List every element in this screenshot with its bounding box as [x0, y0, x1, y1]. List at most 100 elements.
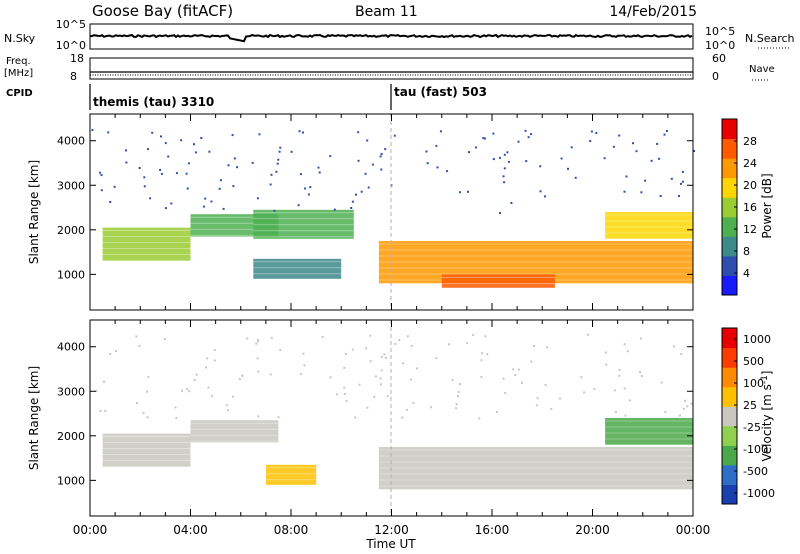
- power-data-marks: [91, 129, 695, 288]
- scatter-speckle: [380, 168, 383, 171]
- scatter-speckle: [302, 131, 304, 134]
- scatter-speckle: [344, 353, 347, 356]
- scatter-speckle: [113, 185, 116, 188]
- nsearch-label: N.Search: [745, 32, 795, 45]
- scatter-speckle: [151, 131, 154, 134]
- scatter-speckle: [175, 172, 178, 175]
- scatter-speckle: [304, 187, 307, 190]
- freq-unit: [MHz]: [4, 68, 33, 79]
- scatter-speckle: [210, 200, 213, 203]
- velocity-panel: 1000 2000 3000 4000: [57, 319, 694, 517]
- colorbar-tick-label: 16: [743, 201, 757, 214]
- scatter-speckle: [138, 167, 141, 169]
- scatter-speckle: [170, 202, 173, 205]
- scatter-speckle: [298, 130, 301, 133]
- scatter-speckle: [430, 406, 433, 409]
- colorbar-tick-label: 1000: [743, 333, 771, 346]
- scatter-speckle: [147, 148, 149, 151]
- scatter-speckle: [539, 190, 542, 193]
- x-tick-label: 16:00: [475, 523, 510, 537]
- nave-tick-high: 60: [712, 52, 726, 65]
- colorbar-tick-label: 28: [743, 135, 757, 148]
- scatter-speckle: [484, 335, 487, 338]
- scatter-speckle: [383, 353, 386, 356]
- scatter-speckle: [664, 410, 667, 413]
- scatter-speckle: [517, 368, 520, 371]
- scatter-speckle: [410, 378, 412, 381]
- colorbar-swatch: [722, 425, 737, 446]
- beam-title: Beam 11: [355, 4, 418, 20]
- nsky-panel: [89, 23, 694, 50]
- colorbar-tick-label: 20: [743, 179, 757, 192]
- scatter-speckle: [680, 182, 682, 185]
- scatter-speckle: [147, 375, 150, 378]
- scatter-speckle: [186, 388, 189, 391]
- scatter-speckle: [143, 185, 146, 188]
- scatter-speckle: [360, 190, 363, 193]
- freq-label: Freq.: [6, 56, 31, 67]
- scatter-speckle: [205, 366, 207, 369]
- scatter-speckle: [255, 342, 258, 345]
- power-x-ticks: [89, 114, 694, 310]
- scatter-speckle: [614, 410, 617, 413]
- power-y-axis-label: Slant Range [km]: [27, 160, 41, 264]
- scatter-speckle: [446, 170, 449, 173]
- scatter-speckle: [307, 193, 310, 196]
- scatter-speckle: [457, 395, 459, 398]
- scatter-speckle: [640, 191, 643, 194]
- scatter-speckle: [357, 159, 360, 162]
- scatter-speckle: [626, 350, 629, 353]
- nsky-trace: [89, 33, 693, 43]
- scatter-speckle: [236, 166, 238, 169]
- scatter-speckle: [202, 205, 205, 208]
- scatter-speckle: [164, 207, 167, 210]
- scatter-speckle: [665, 130, 668, 132]
- scatter-speckle: [384, 148, 387, 151]
- scatter-speckle: [369, 334, 372, 337]
- scatter-speckle: [624, 414, 627, 417]
- scatter-speckle: [354, 416, 357, 419]
- data-band: [605, 418, 693, 445]
- scatter-speckle: [394, 342, 397, 345]
- scatter-speckle: [521, 381, 523, 384]
- data-band: [102, 227, 191, 261]
- scatter-speckle: [681, 180, 684, 183]
- scatter-speckle: [91, 129, 94, 131]
- scatter-speckle: [535, 404, 538, 407]
- scatter-speckle: [100, 174, 103, 177]
- data-band: [605, 212, 693, 239]
- scatter-speckle: [439, 130, 442, 133]
- scatter-speckle: [371, 163, 374, 166]
- scatter-speckle: [270, 173, 273, 176]
- scatter-speckle: [251, 161, 254, 164]
- scatter-speckle: [219, 179, 222, 182]
- colorbar-tick-label: 100: [743, 377, 764, 390]
- x-axis-label: Time UT: [365, 537, 416, 551]
- scatter-speckle: [546, 346, 549, 349]
- scatter-speckle: [275, 170, 278, 173]
- scatter-speckle: [175, 416, 178, 419]
- nsky-label: N.Sky: [4, 32, 36, 45]
- scatter-speckle: [604, 351, 607, 354]
- scatter-speckle: [595, 132, 598, 134]
- scatter-speckle: [257, 340, 260, 343]
- scatter-speckle: [593, 388, 596, 390]
- scatter-speckle: [457, 391, 460, 394]
- scatter-speckle: [481, 352, 484, 355]
- scatter-speckle: [125, 161, 128, 164]
- scatter-speckle: [379, 383, 382, 386]
- x-tick-label: 12:00: [374, 523, 409, 537]
- colorbar-swatch: [722, 367, 737, 388]
- scatter-speckle: [525, 160, 528, 163]
- scatter-speckle: [678, 195, 680, 197]
- scatter-speckle: [299, 173, 302, 176]
- y-tick-label: 3000: [57, 385, 85, 398]
- scatter-speckle: [238, 378, 241, 380]
- colorbar-swatch: [722, 236, 737, 257]
- scatter-speckle: [684, 399, 687, 402]
- power-panel: 1000 2000 3000 4000: [57, 113, 695, 311]
- scatter-speckle: [241, 374, 244, 377]
- scatter-speckle: [635, 150, 638, 153]
- scatter-speckle: [187, 162, 190, 165]
- power-y-ticks: 1000 2000 3000 4000: [57, 135, 693, 281]
